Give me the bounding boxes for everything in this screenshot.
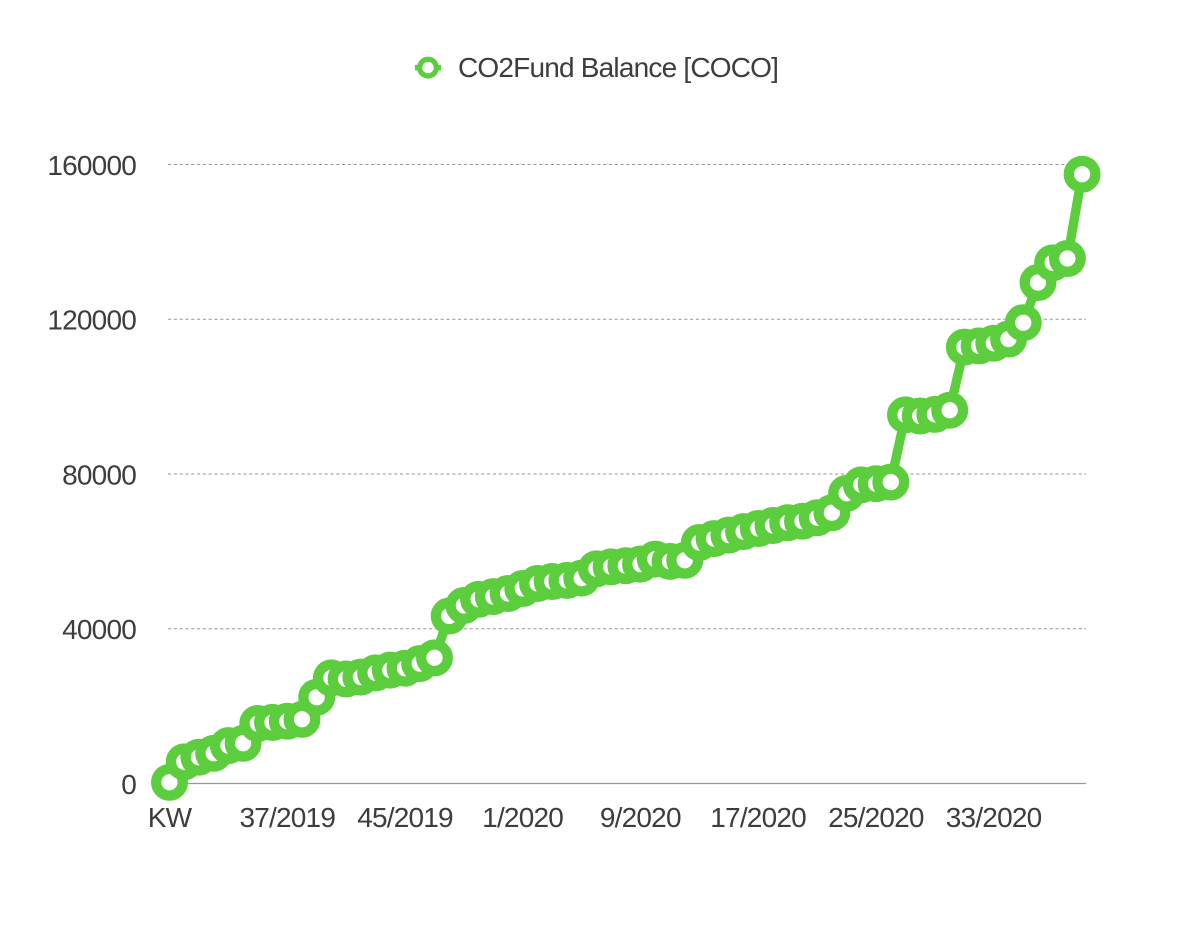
svg-text:40000: 40000 [62, 614, 136, 645]
svg-text:CO2Fund Balance [COCO]: CO2Fund Balance [COCO] [458, 52, 778, 83]
svg-text:45/2019: 45/2019 [357, 802, 453, 833]
svg-text:KW: KW [148, 802, 193, 833]
svg-text:80000: 80000 [62, 459, 136, 490]
svg-text:120000: 120000 [47, 305, 136, 336]
svg-text:17/2020: 17/2020 [710, 802, 806, 833]
svg-text:9/2020: 9/2020 [600, 802, 681, 833]
svg-text:160000: 160000 [47, 150, 136, 181]
svg-text:37/2019: 37/2019 [239, 802, 335, 833]
svg-text:0: 0 [121, 769, 136, 800]
svg-text:33/2020: 33/2020 [946, 802, 1042, 833]
svg-text:25/2020: 25/2020 [828, 802, 924, 833]
svg-text:1/2020: 1/2020 [482, 802, 563, 833]
